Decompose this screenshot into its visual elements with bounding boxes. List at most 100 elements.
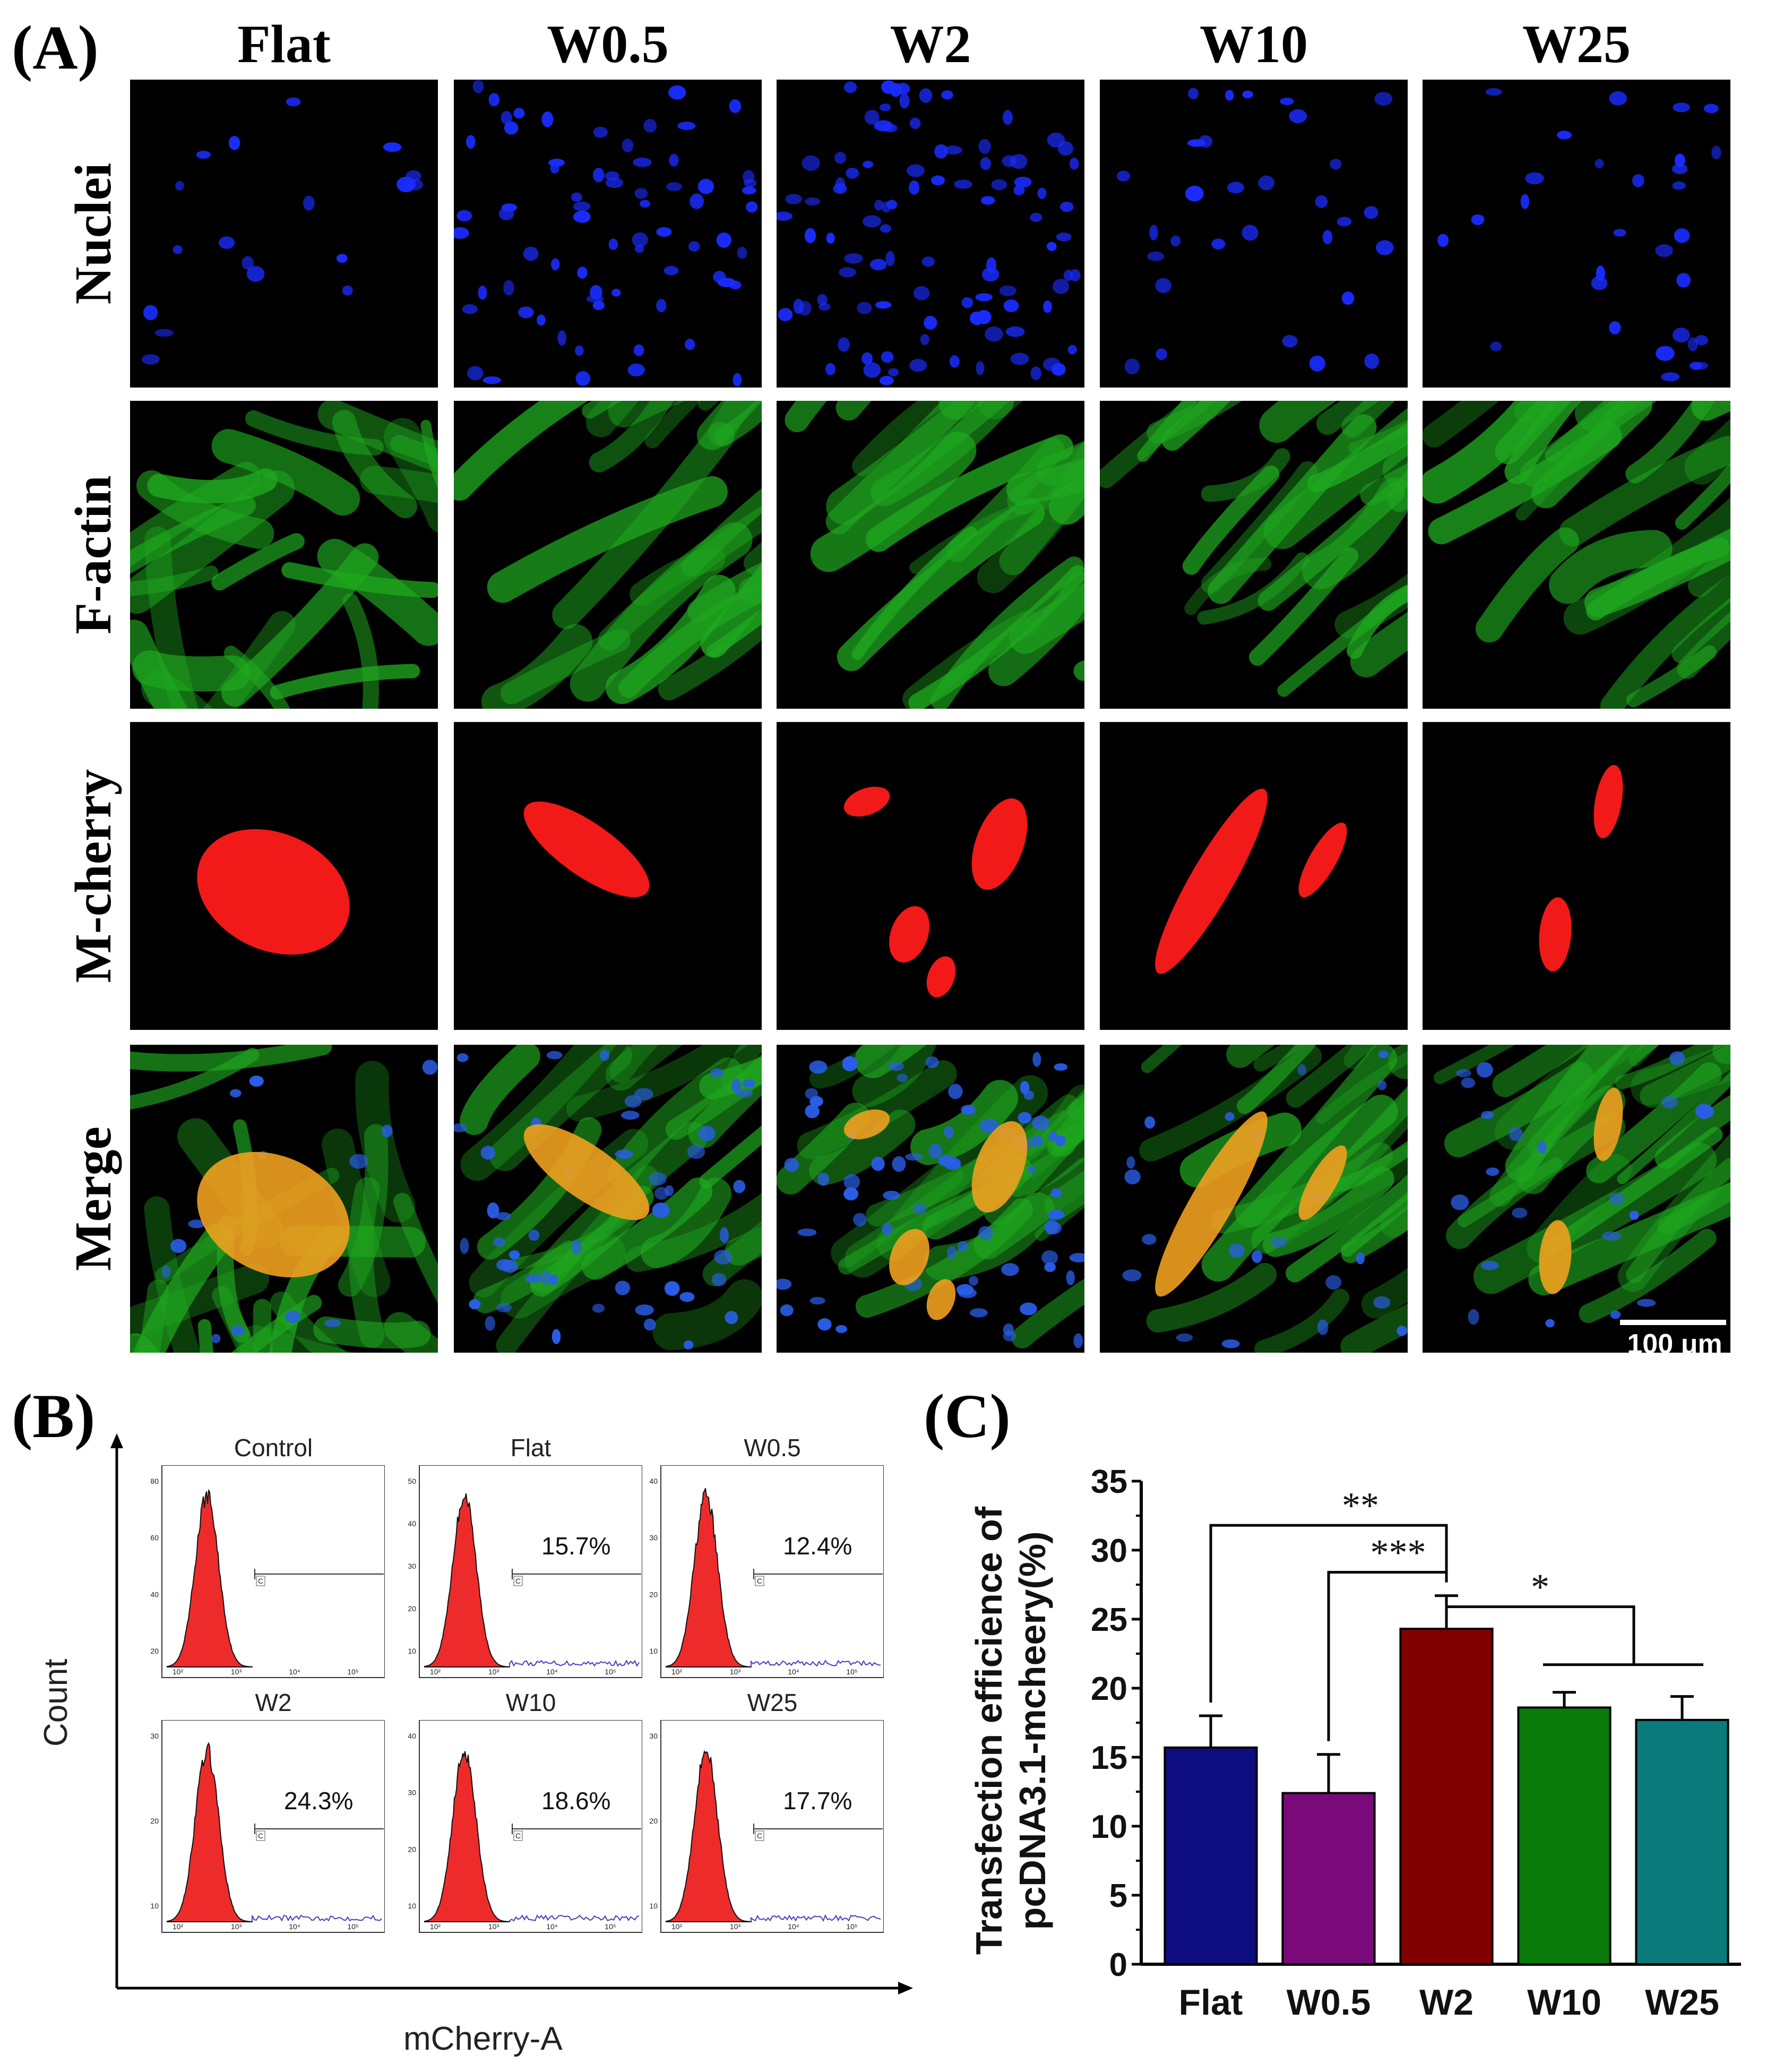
row-label-f-actin: F-actin: [65, 475, 122, 634]
micrograph-merge-w2: [777, 1045, 1084, 1353]
micrograph-nuclei-w10: [1100, 80, 1408, 388]
flow-y-tick: 50: [408, 1477, 416, 1485]
micrograph-m-cherry-w05: [454, 722, 762, 1030]
micrograph-nuclei-w05: [454, 80, 762, 388]
flow-x-tick: 10³: [730, 1667, 741, 1676]
flow-y-tick: 20: [408, 1845, 416, 1853]
flow-y-tick: 20: [150, 1647, 159, 1655]
flow-y-tick: 80: [150, 1477, 159, 1485]
micrograph-m-cherry-w25: [1423, 722, 1730, 1030]
flow-histogram: 30 20 10 10² 10³ 10⁴ 10⁵ C: [150, 1720, 385, 1933]
micrograph-f-actin-flat: [130, 401, 438, 709]
bar-chart-y-tick: 15: [1091, 1740, 1127, 1776]
flow-histogram: 80 60 40 20 10² 10³ 10⁴ 10⁵ C: [150, 1465, 385, 1678]
significance-bracket: [1209, 1524, 1448, 1703]
flow-y-tick: 20: [408, 1604, 416, 1613]
flow-y-tick: 10: [150, 1902, 159, 1910]
flow-y-tick: 10: [649, 1647, 658, 1655]
flow-x-tick: 10⁵: [347, 1922, 358, 1931]
flow-y-tick: 20: [150, 1817, 159, 1825]
flow-x-tick: 10⁴: [546, 1922, 558, 1931]
flow-y-tick: 10: [408, 1647, 416, 1655]
panel-c-label: (C): [924, 1381, 1011, 1451]
column-label-w05: W0.5: [547, 14, 669, 74]
column-label-flat: Flat: [237, 14, 331, 74]
flow-x-tick: 10³: [730, 1922, 741, 1931]
panel-b-axes: [110, 1433, 165, 1990]
bar-chart-y-tick: 0: [1109, 1947, 1127, 1983]
micrograph-nuclei-w2: [777, 80, 1084, 388]
bar-w10: [1517, 1706, 1612, 1965]
flow-x-tick: 10⁵: [846, 1922, 857, 1931]
flow-x-tick: 10⁴: [546, 1667, 558, 1676]
micrograph-m-cherry-w10: [1100, 722, 1408, 1030]
bar-flat: [1164, 1746, 1258, 1965]
flow-percent-label: 12.4%: [783, 1532, 852, 1560]
flow-x-tick: 10⁵: [846, 1667, 857, 1676]
flow-x-label: mCherry-A: [403, 2021, 563, 2057]
bar-chart-y-tick: 10: [1091, 1809, 1127, 1845]
flow-percent-label: 17.7%: [783, 1787, 852, 1815]
significance-bracket: [1327, 1571, 1446, 1741]
micrograph-merge-w05: [454, 1045, 762, 1353]
bar-chart-y-tick: 20: [1091, 1671, 1127, 1707]
bar-w2: [1399, 1628, 1494, 1965]
significance-bracket: [1446, 1605, 1635, 1665]
flow-y-tick: 10: [408, 1902, 416, 1910]
flow-x-tick: 10⁴: [289, 1667, 300, 1676]
flow-plot-title: W25: [747, 1689, 798, 1716]
bar-w05: [1281, 1792, 1376, 1965]
flow-x-tick: 10³: [488, 1922, 499, 1931]
micrograph-m-cherry-w2: [777, 722, 1084, 1030]
panel-a-label: (A): [12, 13, 99, 82]
flow-y-tick: 20: [649, 1817, 658, 1825]
flow-y-tick: 30: [408, 1562, 416, 1570]
flow-x-tick: 10³: [231, 1922, 242, 1931]
row-label-m-cherry: M-cherry: [65, 769, 122, 983]
flow-percent-label: 18.6%: [541, 1787, 611, 1815]
micrograph-merge-flat: [130, 1045, 438, 1353]
flow-percent-label: 24.3%: [284, 1787, 354, 1815]
flow-x-tick: 10³: [488, 1667, 499, 1676]
flow-histogram: 30 20 10 10² 10³ 10⁴ 10⁵ C: [649, 1720, 884, 1933]
micrograph-nuclei-w25: [1423, 80, 1730, 388]
bar-chart-x-tick: W2: [1419, 1982, 1474, 2023]
scale-bar: [1620, 1320, 1726, 1325]
column-label-w10: W10: [1200, 14, 1308, 74]
flow-x-tick: 10⁵: [605, 1922, 616, 1931]
flow-plot-title: W0.5: [744, 1434, 801, 1461]
flow-y-tick: 60: [150, 1534, 159, 1542]
significance-label: ***: [1371, 1533, 1426, 1574]
panel-b-label: (B): [12, 1381, 96, 1451]
bar-w25: [1635, 1718, 1729, 1965]
bar-chart-x-tick: W0.5: [1287, 1982, 1371, 2023]
column-label-w2: W2: [890, 14, 971, 74]
flow-y-tick: 40: [408, 1519, 416, 1528]
flow-x-tick: 10²: [430, 1667, 441, 1676]
flow-y-tick: 30: [649, 1534, 658, 1542]
micrograph-f-actin-w2: [777, 401, 1084, 709]
flow-y-tick: 10: [649, 1902, 658, 1910]
scale-bar-label: 100 μm: [1627, 1329, 1722, 1360]
flow-x-tick: 10⁴: [788, 1667, 799, 1676]
flow-histogram: 40 30 20 10 10² 10³ 10⁴ 10⁵ C: [649, 1465, 884, 1678]
flow-histogram: 40 30 20 10 10² 10³ 10⁴ 10⁵ C: [408, 1720, 642, 1933]
gate-label: C: [515, 1577, 521, 1585]
bar-chart-y-tick: 5: [1109, 1878, 1127, 1914]
row-label-nuclei: Nuclei: [65, 162, 122, 305]
flow-y-label: Count: [38, 1658, 74, 1747]
bar-chart-x-tick: W10: [1527, 1982, 1601, 2023]
micrograph-f-actin-w05: [454, 401, 762, 709]
column-label-w25: W25: [1522, 14, 1631, 74]
flow-plot-title: Flat: [510, 1434, 552, 1461]
bar-chart-y-tick: 35: [1091, 1464, 1127, 1500]
flow-plot-title: Control: [234, 1434, 313, 1461]
flow-y-tick: 40: [408, 1732, 416, 1740]
gate-label: C: [757, 1577, 762, 1585]
micrograph-f-actin-w25: [1423, 401, 1730, 709]
flow-x-tick: 10³: [231, 1667, 242, 1676]
flow-x-tick: 10⁵: [605, 1667, 616, 1676]
flow-x-tick: 10⁴: [788, 1922, 799, 1931]
flow-x-tick: 10²: [173, 1667, 184, 1676]
